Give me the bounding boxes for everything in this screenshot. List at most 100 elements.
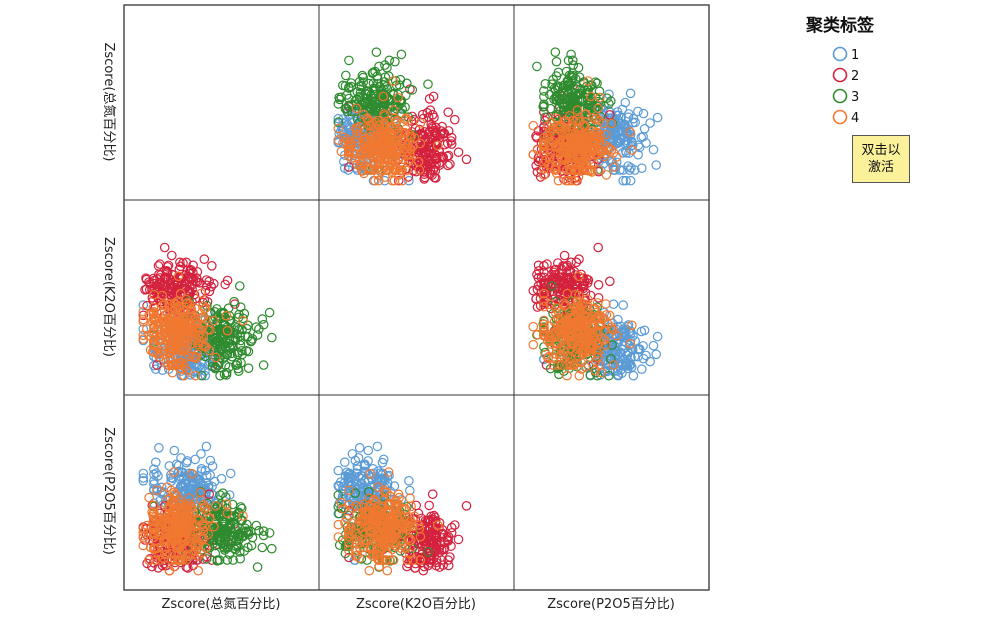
data-point-cluster-3 <box>423 79 433 89</box>
data-point-cluster-4 <box>415 118 426 128</box>
data-point-cluster-4 <box>169 487 179 498</box>
data-point-cluster-4 <box>532 329 543 340</box>
data-point-cluster-3 <box>207 361 218 372</box>
data-point-cluster-4 <box>169 535 179 546</box>
data-point-cluster-1 <box>625 88 636 99</box>
note-line-1: 双击以 <box>861 143 901 158</box>
data-point-cluster-2 <box>564 274 575 285</box>
data-point-cluster-4 <box>576 323 587 334</box>
data-point-cluster-3 <box>554 93 565 104</box>
data-point-cluster-1 <box>618 324 628 334</box>
data-point-cluster-4 <box>367 519 377 530</box>
data-point-cluster-1 <box>380 475 390 486</box>
data-point-cluster-1 <box>151 457 161 467</box>
data-point-cluster-1 <box>648 144 659 155</box>
data-point-cluster-4 <box>539 138 549 149</box>
data-point-cluster-3 <box>207 357 218 368</box>
data-point-cluster-4 <box>576 130 587 141</box>
data-point-cluster-2 <box>561 262 572 272</box>
data-point-cluster-4 <box>181 294 191 305</box>
data-point-cluster-4 <box>149 500 159 511</box>
data-point-cluster-4 <box>374 132 384 143</box>
data-point-cluster-4 <box>401 542 411 553</box>
data-point-cluster-3 <box>354 81 365 92</box>
data-point-cluster-1 <box>154 442 164 453</box>
data-point-cluster-2 <box>410 123 421 134</box>
data-point-cluster-4 <box>351 534 361 545</box>
data-point-cluster-4 <box>204 345 215 356</box>
data-point-cluster-4 <box>558 298 569 309</box>
data-point-cluster-4 <box>344 146 354 157</box>
legend-label-4: 4 <box>851 111 859 126</box>
data-point-cluster-4 <box>540 349 551 360</box>
data-point-cluster-1 <box>611 110 622 121</box>
data-point-cluster-2 <box>161 272 172 282</box>
data-point-cluster-4 <box>365 468 376 479</box>
data-point-cluster-4 <box>579 120 590 130</box>
data-point-cluster-4 <box>376 130 387 141</box>
data-point-cluster-3 <box>228 342 238 352</box>
data-point-cluster-1 <box>149 464 159 474</box>
data-point-cluster-4 <box>378 539 389 550</box>
data-point-cluster-1 <box>404 175 414 186</box>
data-point-cluster-2 <box>201 275 212 285</box>
data-point-cluster-4 <box>336 146 347 157</box>
data-point-cluster-4 <box>192 319 202 329</box>
data-point-cluster-4 <box>576 364 587 374</box>
data-point-cluster-2 <box>424 500 434 511</box>
data-point-cluster-4 <box>557 313 568 324</box>
data-point-cluster-4 <box>144 555 154 565</box>
data-point-cluster-1 <box>633 344 643 355</box>
data-point-cluster-4 <box>195 487 206 498</box>
data-point-cluster-3 <box>201 554 212 564</box>
data-point-cluster-1 <box>207 461 218 471</box>
data-point-cluster-2 <box>431 532 442 543</box>
data-point-cluster-3 <box>540 79 551 89</box>
data-point-cluster-1 <box>368 463 378 474</box>
data-point-cluster-1 <box>333 465 344 476</box>
data-point-cluster-2 <box>141 284 152 294</box>
data-point-cluster-2 <box>164 285 175 296</box>
data-point-cluster-3 <box>224 311 235 321</box>
data-point-cluster-2 <box>188 260 198 271</box>
data-point-cluster-3 <box>243 363 254 373</box>
data-point-cluster-4 <box>539 288 549 299</box>
data-point-cluster-2 <box>417 540 428 551</box>
data-point-cluster-4 <box>405 145 416 155</box>
data-point-cluster-4 <box>144 492 154 503</box>
data-point-cluster-1 <box>630 117 640 128</box>
data-point-cluster-4 <box>174 345 185 356</box>
data-point-cluster-3 <box>257 314 268 324</box>
data-point-cluster-2 <box>429 172 440 183</box>
data-point-cluster-3 <box>390 98 401 108</box>
data-point-cluster-4 <box>333 532 344 542</box>
data-point-cluster-3 <box>545 103 556 114</box>
data-point-cluster-4 <box>380 555 390 565</box>
data-point-cluster-3 <box>374 103 385 113</box>
data-point-cluster-1 <box>138 300 149 310</box>
data-point-cluster-4 <box>159 324 170 335</box>
data-point-cluster-1 <box>624 165 635 175</box>
data-point-cluster-1 <box>356 478 366 488</box>
data-point-cluster-3 <box>396 49 407 60</box>
data-point-cluster-4 <box>608 162 619 172</box>
data-point-cluster-2 <box>415 525 426 536</box>
data-point-cluster-1 <box>608 299 619 309</box>
data-point-cluster-4 <box>150 512 160 522</box>
data-point-cluster-4 <box>573 271 584 281</box>
legend-marker-1 <box>832 46 848 62</box>
data-point-cluster-4 <box>565 126 576 136</box>
data-point-cluster-1 <box>641 138 651 148</box>
y-axis-label-k2o: Zscore(K2O百分比) <box>101 237 116 357</box>
data-point-cluster-4 <box>606 118 617 129</box>
activate-chart-note[interactable]: 双击以 激活 <box>852 135 910 183</box>
data-point-cluster-4 <box>333 519 344 530</box>
data-point-cluster-4 <box>358 499 369 509</box>
data-point-cluster-4 <box>377 555 387 565</box>
data-point-cluster-4 <box>156 505 166 516</box>
data-point-cluster-4 <box>159 533 170 543</box>
data-point-cluster-4 <box>364 163 375 173</box>
data-point-cluster-4 <box>562 370 572 381</box>
data-point-cluster-4 <box>562 288 573 299</box>
data-point-cluster-2 <box>533 260 544 271</box>
